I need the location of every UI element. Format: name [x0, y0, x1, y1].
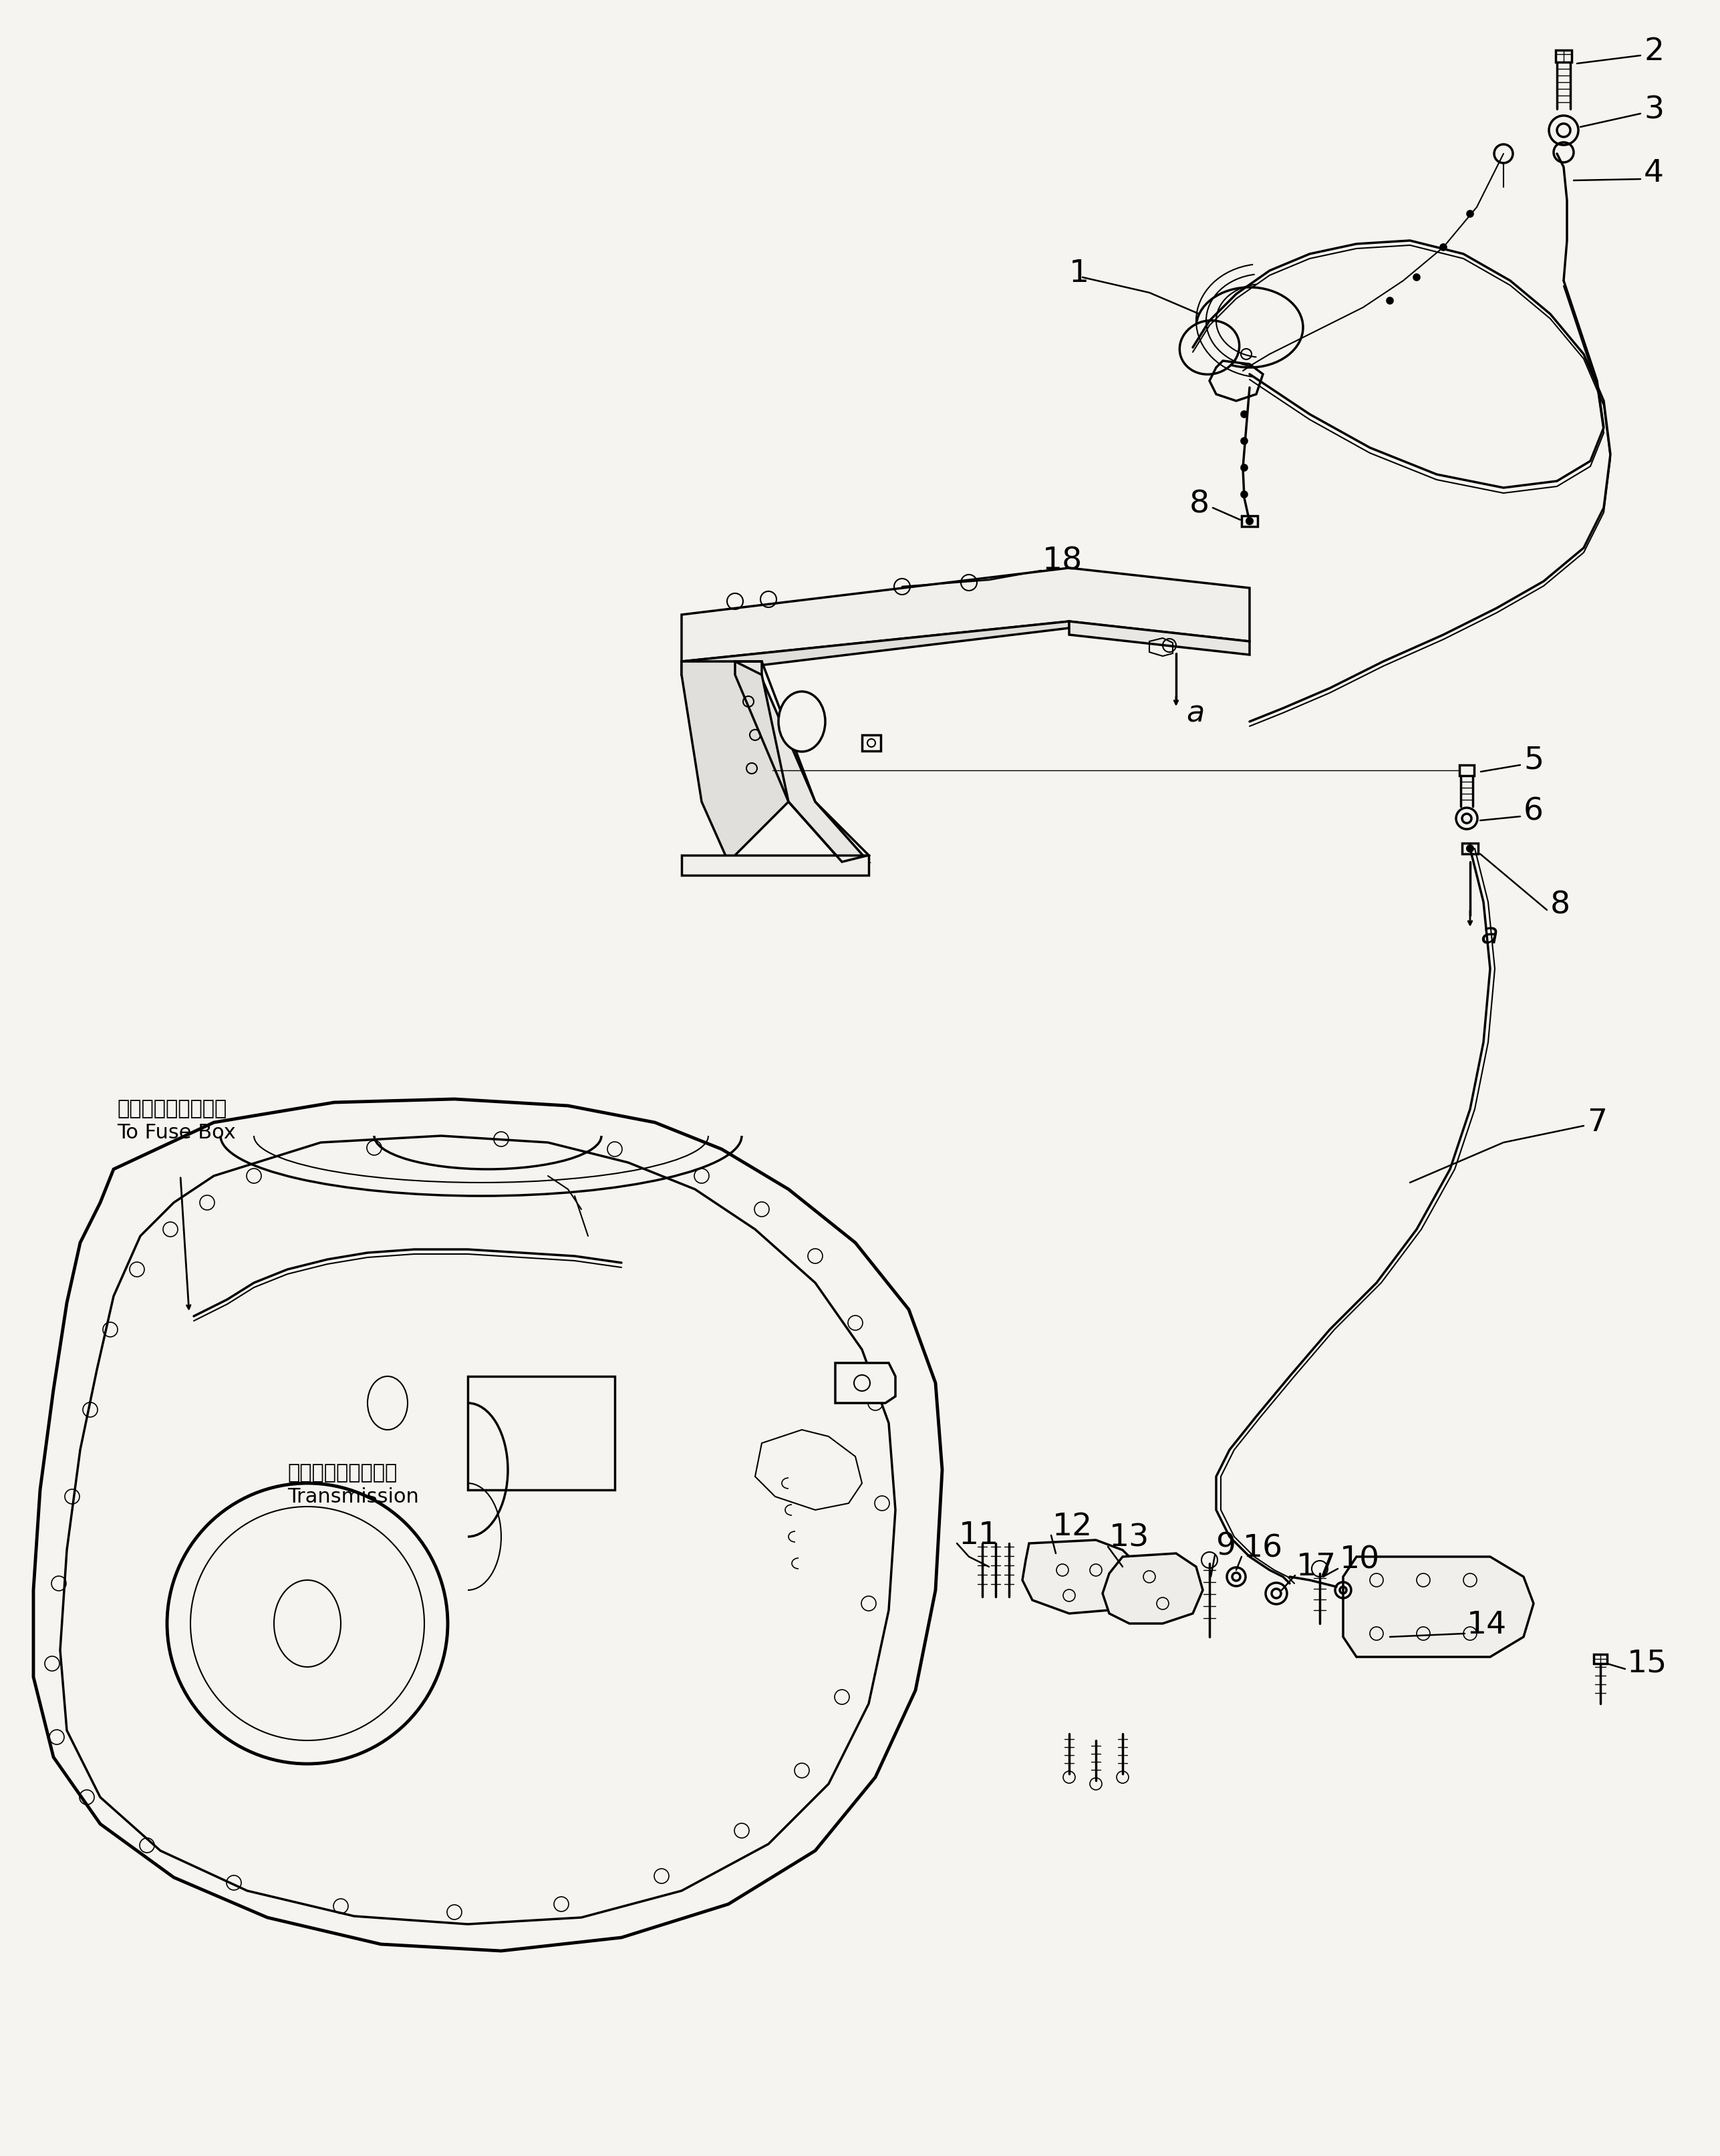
Polygon shape — [681, 621, 1070, 675]
Polygon shape — [681, 567, 1249, 662]
Text: a: a — [1187, 699, 1204, 729]
Ellipse shape — [779, 692, 826, 752]
Bar — [1242, 515, 1257, 526]
Bar — [468, 1376, 614, 1490]
Circle shape — [1240, 464, 1247, 470]
Circle shape — [1386, 298, 1393, 304]
Ellipse shape — [273, 1580, 341, 1667]
Polygon shape — [734, 662, 869, 862]
Polygon shape — [60, 1136, 896, 1923]
Text: 9: 9 — [1216, 1531, 1237, 1561]
Circle shape — [1240, 412, 1247, 418]
Text: 12: 12 — [1053, 1511, 1092, 1542]
Text: 15: 15 — [1627, 1649, 1667, 1680]
Bar — [1555, 50, 1572, 63]
Bar — [862, 735, 881, 750]
Text: 17: 17 — [1297, 1552, 1336, 1583]
Text: 13: 13 — [1109, 1522, 1149, 1552]
Text: 10: 10 — [1340, 1546, 1379, 1576]
Polygon shape — [681, 856, 869, 875]
Bar — [1462, 843, 1477, 854]
Text: 1: 1 — [1070, 259, 1089, 289]
Ellipse shape — [1180, 321, 1240, 375]
Polygon shape — [1022, 1539, 1142, 1613]
Polygon shape — [33, 1100, 943, 1951]
Text: To Fuse Box: To Fuse Box — [117, 1123, 236, 1143]
Text: 3: 3 — [1644, 95, 1663, 125]
Text: 18: 18 — [1042, 545, 1082, 576]
Polygon shape — [681, 662, 788, 862]
Polygon shape — [681, 662, 734, 675]
Circle shape — [1240, 438, 1247, 444]
Text: トランスミッション: トランスミッション — [287, 1464, 397, 1483]
Text: 7: 7 — [1588, 1108, 1606, 1138]
Text: 2: 2 — [1644, 37, 1663, 67]
Text: 6: 6 — [1524, 798, 1543, 826]
Polygon shape — [1343, 1557, 1534, 1658]
Circle shape — [1467, 211, 1474, 218]
Text: 11: 11 — [958, 1520, 999, 1550]
Text: ヒューズボックスへ: ヒューズボックスへ — [117, 1100, 227, 1119]
Circle shape — [1440, 244, 1447, 250]
Circle shape — [1467, 845, 1474, 852]
Bar — [1594, 1654, 1606, 1664]
Text: 14: 14 — [1467, 1611, 1507, 1641]
Text: 8: 8 — [1550, 890, 1570, 921]
Text: a: a — [1481, 921, 1498, 951]
Circle shape — [1240, 492, 1247, 498]
Polygon shape — [1070, 621, 1249, 655]
Circle shape — [1247, 517, 1252, 524]
Text: 16: 16 — [1244, 1533, 1283, 1563]
Polygon shape — [1103, 1552, 1202, 1623]
Text: 4: 4 — [1644, 160, 1663, 190]
Text: Transmission: Transmission — [287, 1488, 420, 1507]
Text: 8: 8 — [1190, 489, 1209, 520]
Bar — [1459, 765, 1474, 776]
Text: 5: 5 — [1524, 746, 1543, 776]
Circle shape — [1414, 274, 1421, 280]
Polygon shape — [836, 1363, 896, 1404]
